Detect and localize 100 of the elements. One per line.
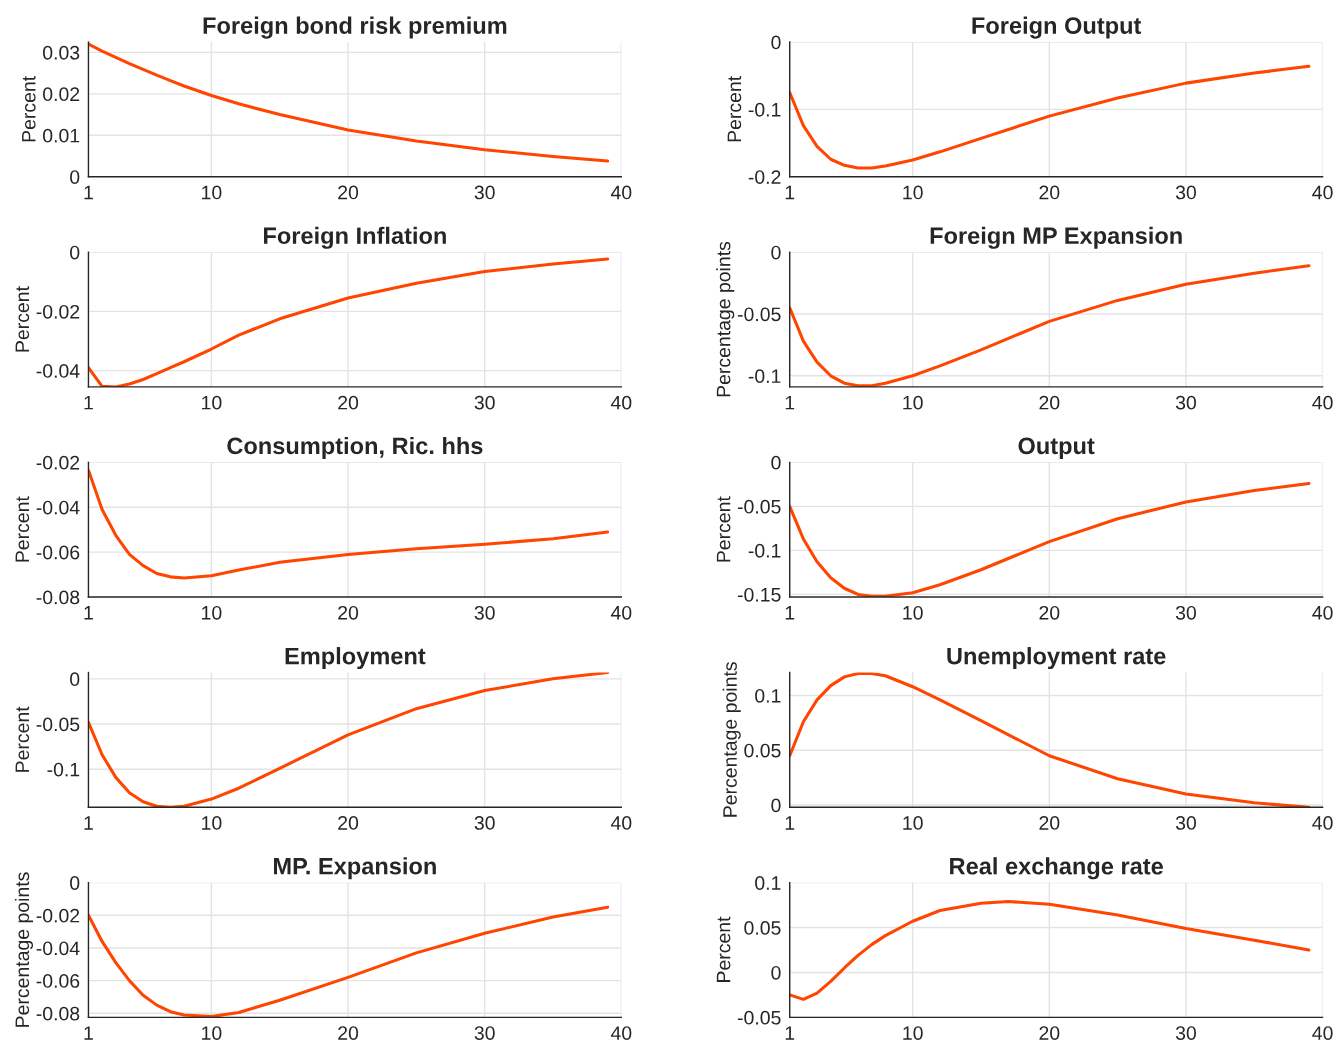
x-tick-label: 40 <box>610 605 632 620</box>
chart-title: MP. Expansion <box>274 857 436 880</box>
x-tick-label: 10 <box>202 816 222 830</box>
x-tick-label: 40 <box>1312 605 1333 620</box>
x-tick-label: 1 <box>84 395 93 410</box>
y-tick-label: 0 <box>771 798 781 813</box>
x-tick-label: 10 <box>903 185 923 200</box>
y-tick-label: -0.1 <box>47 762 80 777</box>
y-tick-label: -0.05 <box>737 1010 781 1025</box>
chart-title: Real exchange rate <box>950 857 1163 880</box>
x-tick-label: 40 <box>610 395 632 410</box>
x-tick-label: 20 <box>1039 1026 1060 1040</box>
x-tick-label: 10 <box>903 1026 923 1040</box>
y-axis-title: Percent <box>716 496 731 562</box>
y-tick-label: -0.1 <box>748 543 781 558</box>
y-tick-label: -0.04 <box>36 500 80 515</box>
x-tick-label: 10 <box>202 1026 222 1040</box>
x-tick-label: 30 <box>1175 816 1196 830</box>
line-series <box>88 672 610 808</box>
y-tick-label: 0.03 <box>43 45 80 60</box>
x-tick-label: 20 <box>338 395 359 410</box>
y-tick-label: 0.1 <box>755 876 781 890</box>
x-tick-label: 30 <box>474 395 495 410</box>
x-tick-label: 20 <box>338 1026 359 1040</box>
y-tick-label: -0.05 <box>737 307 781 322</box>
x-tick-label: 20 <box>1039 605 1060 620</box>
line-series <box>789 64 1311 170</box>
y-tick-label: -0.08 <box>36 1006 80 1021</box>
y-axis-title: Percent <box>15 496 30 562</box>
x-tick-label: 1 <box>84 816 93 830</box>
y-tick-label: 0.05 <box>744 921 781 935</box>
chart-title: Foreign Inflation <box>264 226 446 249</box>
y-axis-title: Percent <box>716 916 731 982</box>
y-axis-title: Percentage points <box>722 662 741 817</box>
y-tick-label: 0 <box>771 245 781 260</box>
y-tick-label: 0 <box>771 965 781 980</box>
chart-title: Foreign MP Expansion <box>930 226 1182 249</box>
y-tick-label: -0.05 <box>36 717 80 732</box>
line-series <box>789 481 1311 598</box>
y-tick-label: -0.04 <box>36 364 80 378</box>
y-tick-label: -0.05 <box>737 499 781 514</box>
x-tick-label: 1 <box>785 185 795 200</box>
y-axis-title: Percentage points <box>716 241 735 397</box>
y-tick-label: -0.06 <box>36 545 80 560</box>
y-tick-label: 0 <box>70 245 80 260</box>
line-series <box>789 672 1311 808</box>
x-tick-label: 40 <box>610 1026 632 1040</box>
y-tick-label: 0 <box>771 455 781 470</box>
x-tick-label: 10 <box>903 605 923 620</box>
y-tick-label: 0.1 <box>755 688 781 703</box>
x-tick-label: 20 <box>338 185 359 200</box>
y-tick-label: -0.2 <box>748 170 781 184</box>
y-tick-label: -0.02 <box>36 455 80 470</box>
y-tick-label: 0.01 <box>43 128 80 143</box>
x-tick-label: 40 <box>610 816 632 830</box>
x-tick-label: 40 <box>1312 185 1333 200</box>
line-series <box>88 257 610 387</box>
x-tick-label: 30 <box>1175 185 1196 200</box>
y-tick-label: 0 <box>70 672 80 687</box>
x-tick-label: 20 <box>338 605 359 620</box>
line-series <box>789 899 1311 1001</box>
y-tick-label: -0.02 <box>36 908 80 923</box>
x-tick-label: 40 <box>1312 395 1333 410</box>
y-tick-label: -0.02 <box>36 304 80 319</box>
x-tick-label: 20 <box>338 816 359 830</box>
y-tick-label: -0.15 <box>737 587 781 602</box>
line-series <box>88 905 610 1018</box>
y-tick-label: -0.08 <box>36 590 80 605</box>
y-tick-label: 0 <box>70 170 80 184</box>
x-tick-label: 1 <box>785 816 795 830</box>
x-tick-label: 10 <box>202 185 222 200</box>
y-tick-label: 0.05 <box>744 743 781 758</box>
chart-title: Unemployment rate <box>947 647 1166 670</box>
y-tick-label: -0.1 <box>748 369 781 384</box>
x-tick-label: 30 <box>474 185 495 200</box>
x-tick-label: 30 <box>474 816 495 830</box>
x-tick-label: 30 <box>474 605 495 620</box>
y-tick-label: 0 <box>771 35 781 50</box>
y-tick-label: 0.02 <box>43 87 80 102</box>
y-axis-title: Percent <box>15 286 30 352</box>
x-tick-label: 30 <box>1175 395 1196 410</box>
chart-title: Foreign Output <box>972 16 1142 39</box>
x-tick-label: 1 <box>785 1026 795 1040</box>
x-tick-label: 10 <box>903 395 923 410</box>
x-tick-label: 30 <box>474 1026 495 1040</box>
x-tick-label: 20 <box>1039 185 1060 200</box>
y-axis-title: Percent <box>15 706 30 772</box>
chart-title: Employment <box>285 647 426 670</box>
y-tick-label: 0 <box>70 876 80 890</box>
x-tick-label: 20 <box>1039 395 1060 410</box>
x-tick-label: 10 <box>903 816 923 830</box>
y-tick-label: -0.06 <box>36 974 80 988</box>
chart-title: Consumption, Ric. hhs <box>227 436 483 459</box>
y-axis-title: Percent <box>727 76 742 142</box>
x-tick-label: 30 <box>1175 605 1196 620</box>
x-tick-label: 1 <box>84 606 93 620</box>
x-tick-label: 40 <box>1312 1026 1333 1040</box>
x-tick-label: 1 <box>84 185 93 200</box>
x-tick-label: 1 <box>785 606 795 620</box>
x-tick-label: 1 <box>785 395 795 410</box>
